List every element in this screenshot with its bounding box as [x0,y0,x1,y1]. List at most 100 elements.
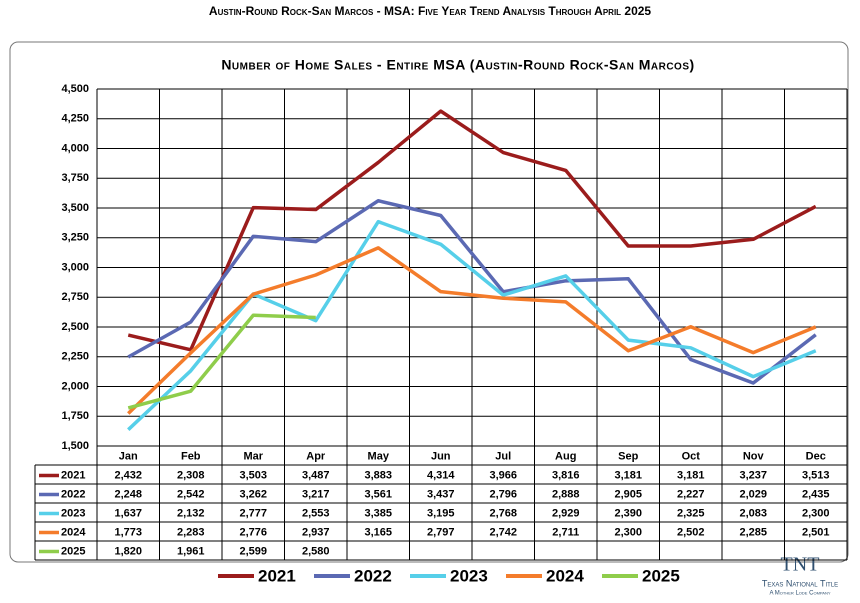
table-cell: 2,776 [239,526,267,538]
table-cell: 2,553 [302,507,330,519]
table-cell: 3,237 [739,469,767,481]
y-tick-label: 3,750 [61,172,89,184]
table-cell: 2,390 [614,507,642,519]
x-tick-label: Sep [618,450,638,462]
series-line [127,313,316,410]
y-tick-label: 2,500 [61,321,89,333]
series-line [127,109,817,352]
x-tick-label: Apr [306,450,326,462]
y-tick-label: 4,250 [61,113,89,125]
y-tick-label: 2,000 [61,380,89,392]
table-row-label: 2025 [61,545,85,557]
table-cell: 2,905 [614,488,642,500]
x-tick-label: Feb [181,450,201,462]
table-cell: 2,502 [677,526,705,538]
y-tick-label: 1,500 [61,440,89,452]
table-cell: 3,181 [614,469,642,481]
table-cell: 2,227 [677,488,705,500]
table-cell: 3,217 [302,488,330,500]
y-tick-label: 4,000 [61,142,89,154]
y-tick-label: 3,000 [61,261,89,273]
table-cell: 2,132 [177,507,205,519]
table-cell: 2,029 [739,488,767,500]
table-cell: 3,195 [427,507,455,519]
x-tick-label: Jan [119,450,138,462]
y-tick-label: 3,500 [61,202,89,214]
x-tick-label: Aug [555,450,576,462]
table-row-label: 2022 [61,488,85,500]
table-cell: 2,742 [489,526,517,538]
table-cell: 2,929 [552,507,580,519]
y-tick-label: 1,750 [61,410,89,422]
legend-label: 2022 [354,566,392,585]
table-cell: 2,796 [489,488,517,500]
table-cell: 3,385 [364,507,392,519]
y-tick-label: 2,250 [61,351,89,363]
table-cell: 3,437 [427,488,455,500]
table-cell: 2,797 [427,526,455,538]
table-cell: 3,165 [364,526,392,538]
table-cell: 3,966 [489,469,517,481]
table-row-label: 2021 [61,469,85,481]
table-cell: 2,580 [302,545,330,557]
series-line [127,219,817,431]
legend-label: 2023 [450,566,488,585]
table-cell: 2,432 [114,469,142,481]
x-tick-label: Jun [431,450,451,462]
legend-label: 2024 [546,566,584,585]
table-cell: 2,248 [114,488,142,500]
table-cell: 3,503 [239,469,267,481]
table-cell: 2,283 [177,526,205,538]
y-tick-label: 3,250 [61,232,89,244]
table-cell: 3,262 [239,488,267,500]
y-tick-label: 2,750 [61,291,89,303]
table-cell: 2,542 [177,488,205,500]
table-cell: 2,777 [239,507,267,519]
x-tick-label: Dec [806,450,826,462]
table-cell: 3,816 [552,469,580,481]
y-tick-label: 4,500 [61,83,89,95]
table-cell: 2,300 [614,526,642,538]
table-cell: 3,181 [677,469,705,481]
table-cell: 2,711 [552,526,579,538]
logo-name: Texas National Title [762,578,838,588]
logo: TNT Texas National Title A Mother Lode C… [762,554,838,597]
table-cell: 4,314 [427,469,455,481]
x-tick-label: Oct [682,450,701,462]
x-tick-label: May [368,450,390,462]
x-tick-label: Jul [495,450,511,462]
chart-frame [9,41,849,563]
table-cell: 2,599 [239,545,267,557]
table-cell: 2,768 [489,507,517,519]
x-tick-label: Nov [743,450,765,462]
table-cell: 2,888 [552,488,580,500]
table-cell: 3,513 [802,469,830,481]
table-row-label: 2024 [61,526,86,538]
legend-label: 2021 [258,566,296,585]
table-cell: 2,435 [802,488,830,500]
table-cell: 2,285 [739,526,767,538]
table-cell: 1,820 [114,545,142,557]
table-cell: 2,325 [677,507,705,519]
logo-tagline: A Mother Lode Company [769,591,830,597]
table-cell: 2,937 [302,526,330,538]
table-row-label: 2023 [61,507,85,519]
table-cell: 2,501 [802,526,830,538]
table-cell: 1,961 [177,545,205,557]
chart-title: Number of Home Sales - Entire MSA (Austi… [221,57,694,73]
legend-label: 2025 [642,566,680,585]
logo-mark: TNT [781,554,820,576]
table-cell: 1,773 [114,526,142,538]
table-cell: 3,487 [302,469,330,481]
page-title: Austin-Round Rock-San Marcos - MSA: Five… [209,4,652,18]
series-line [127,246,817,415]
table-cell: 2,300 [802,507,830,519]
table-cell: 3,561 [364,488,392,500]
x-tick-label: Mar [243,450,263,462]
series-line [127,198,817,385]
table-cell: 3,883 [364,469,392,481]
table-cell: 1,637 [114,507,142,519]
table-cell: 2,308 [177,469,205,481]
table-cell: 2,083 [739,507,767,519]
